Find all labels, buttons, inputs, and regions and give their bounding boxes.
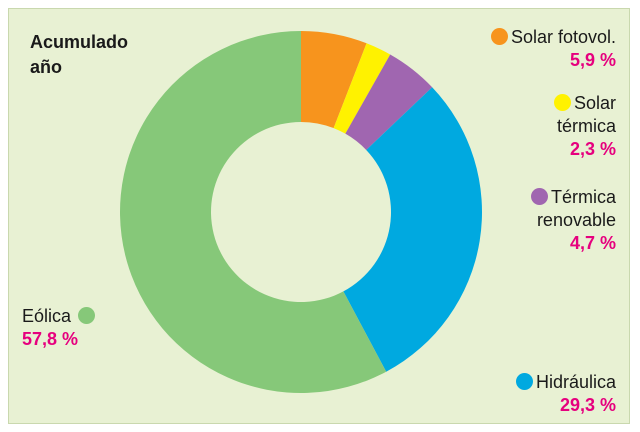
legend-dot — [490, 28, 508, 45]
value-label: 29,3 % — [559, 395, 616, 415]
legend-label: Hidráulica — [535, 372, 616, 392]
legend-entry: Solar fotovol. 5,9 % — [440, 26, 616, 72]
legend-entry: Térmica renovable 4,7 % — [480, 186, 616, 255]
chart-title: Acumulado año — [30, 32, 129, 77]
legend-dot — [78, 307, 96, 324]
value-label: 57,8 % — [22, 329, 79, 349]
donut-segment — [301, 31, 367, 129]
donut-segment — [120, 31, 387, 393]
legend-dot — [553, 94, 571, 111]
value-label: 2,3 % — [569, 139, 616, 159]
legend-entry: Solar térmica 2,3 % — [500, 92, 616, 161]
legend-label: Solar térmica — [556, 93, 616, 136]
legend-dot — [530, 188, 548, 205]
value-label: 4,7 % — [569, 233, 616, 253]
value-label: 5,9 % — [569, 50, 616, 70]
legend-dot — [515, 373, 533, 390]
donut-segment — [343, 87, 483, 372]
legend-label: Eólica — [22, 306, 72, 326]
legend-entry: Eólica 57,8 % — [22, 305, 142, 351]
donut-segment — [345, 54, 433, 150]
legend-label: Solar fotovol. — [510, 27, 616, 47]
legend-entry: Hidráulica 29,3 % — [460, 371, 616, 417]
donut-segment — [333, 43, 391, 134]
legend-label: Térmica renovable — [536, 187, 616, 230]
